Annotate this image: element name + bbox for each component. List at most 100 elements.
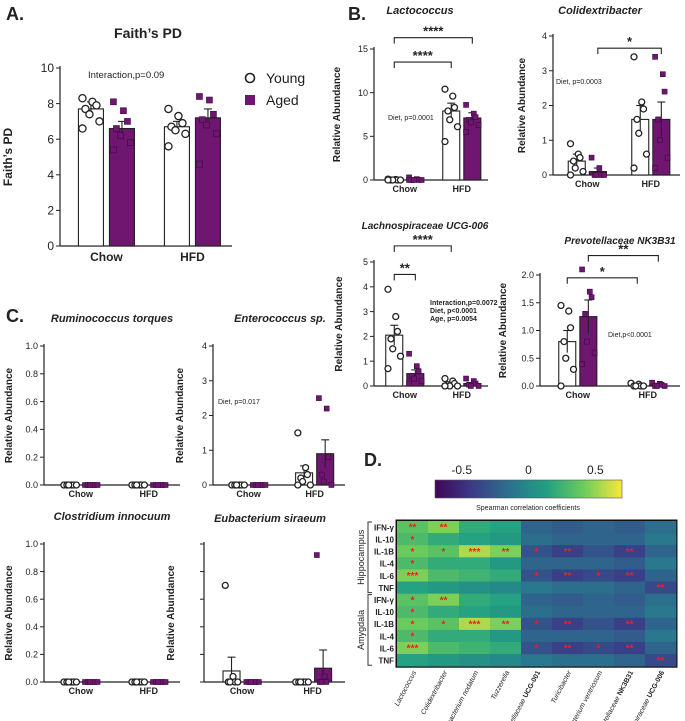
y-tick-label: 0.4 (25, 622, 38, 632)
heatmap-cell (397, 569, 429, 582)
heatmap-cell (645, 617, 677, 631)
y-tick-label: 1.0 (25, 539, 38, 549)
group-bracket (367, 521, 372, 594)
heatmap-cell (583, 545, 615, 558)
y-tick-label: 0.0 (521, 381, 534, 391)
y-tick-label: 1.5 (521, 298, 534, 308)
significance-bracket (393, 37, 473, 44)
data-point-young (306, 481, 315, 489)
heatmap-cell (645, 557, 677, 570)
heatmap-cell (490, 569, 522, 582)
significance-bracket (597, 47, 662, 55)
category-label: Chow (68, 686, 93, 696)
heatmap-row-label: IFN-γ (374, 523, 395, 532)
y-tick-label: 2 (47, 204, 54, 218)
y-tick-label: 0.0 (25, 677, 38, 687)
y-tick-label: 6 (47, 132, 54, 146)
heatmap-cell (614, 654, 646, 667)
significance-star: * (535, 547, 539, 558)
data-point-young (226, 678, 234, 686)
y-tick-label: 3 (542, 66, 547, 76)
chart-colid: Colidextribacter 0 1 2 3 4 Relative Abundance C… (517, 5, 680, 189)
significance-bracket (393, 273, 416, 281)
data-point-aged (199, 116, 206, 123)
data-point-young (389, 345, 397, 353)
data-point-aged (418, 177, 425, 183)
y-axis-label: Relative Abundance (4, 367, 15, 463)
category-label: HFD (453, 184, 472, 194)
data-point-young (557, 382, 565, 390)
data-point-aged (468, 119, 474, 126)
significance-star: * (597, 571, 601, 582)
y-tick-label: 0 (363, 175, 368, 185)
data-point-aged (323, 405, 330, 412)
data-point-aged (463, 102, 469, 108)
heatmap-cell (645, 521, 677, 534)
category-label: HFD (139, 489, 158, 499)
heatmap-cell (645, 593, 677, 606)
heatmap-row-label: IFN-γ (374, 596, 395, 605)
data-point-young (174, 111, 183, 121)
data-point-aged (110, 98, 117, 106)
data-point-aged (418, 378, 425, 384)
data-point-aged (472, 114, 479, 120)
significance-star: * (411, 535, 415, 546)
data-point-young (164, 142, 173, 151)
data-point-young (453, 382, 462, 390)
data-point-aged (203, 121, 210, 129)
data-point-aged (316, 395, 322, 401)
heatmap-cell (397, 533, 429, 546)
heatmap-cell (645, 569, 677, 582)
data-point-young (133, 481, 141, 489)
data-point-aged (86, 679, 93, 685)
data-point-young (294, 429, 302, 437)
data-point-young (441, 382, 449, 390)
y-axis-label: Relative Abundance (4, 565, 15, 661)
data-point-young (639, 105, 648, 113)
heatmap-cell (459, 581, 491, 594)
heatmap-cell (459, 617, 491, 631)
data-point-young (571, 164, 579, 172)
heatmap-cell (645, 629, 677, 643)
heatmap-cell (490, 581, 522, 594)
y-tick-label: 4 (363, 282, 368, 292)
y-tick-label: 0.8 (25, 369, 38, 379)
data-point-aged (320, 478, 327, 485)
heatmap-cell (583, 593, 615, 606)
category-label: Chow (68, 489, 93, 499)
data-point-aged (415, 368, 422, 374)
data-point-young (393, 327, 402, 336)
heatmap-column-label: Tuzzerella (490, 670, 511, 701)
data-point-young (387, 335, 395, 343)
heatmap-cell (614, 581, 646, 594)
data-point-aged (206, 96, 213, 104)
heatmap-cell (645, 533, 677, 546)
heatmap-cell (521, 581, 553, 594)
data-point-young (566, 140, 575, 148)
heatmap-cell (583, 557, 615, 570)
data-point-young (642, 150, 651, 158)
heatmap-cell (459, 557, 491, 570)
chart-heatmap: -0.5 0 0.5 Spearman correlation coefficient… (356, 463, 678, 721)
heatmap-cell (552, 581, 584, 594)
data-point-aged (162, 679, 169, 685)
data-point-aged (582, 311, 588, 317)
heatmap-row-label: IL-1B (374, 548, 394, 557)
y-tick-label: 1 (363, 356, 368, 366)
heatmap-cell (490, 617, 522, 631)
category-label: HFD (639, 390, 658, 400)
significance-star: * (411, 607, 415, 618)
significance-star: * (411, 619, 415, 630)
significance-label: **** (413, 232, 434, 247)
column-label-italic: Eubacterium nodatum (442, 670, 480, 721)
chart-title: Enterococcus sp. (234, 313, 326, 325)
chart-clostri: Clostridium innocuum 0.0 0.2 0.4 0.6 0.8 1.0 Re… (4, 511, 180, 696)
chart-title: Colidextribacter (558, 5, 642, 17)
heatmap-cell (645, 654, 677, 667)
data-point-aged (94, 679, 101, 685)
column-label-italic: Lachnospiraceae (620, 698, 651, 721)
data-point-young (178, 118, 187, 128)
heatmap-row-label: TNF (378, 584, 394, 593)
heatmap-cell (428, 593, 460, 606)
heatmap-row-label: TNF (378, 657, 394, 666)
